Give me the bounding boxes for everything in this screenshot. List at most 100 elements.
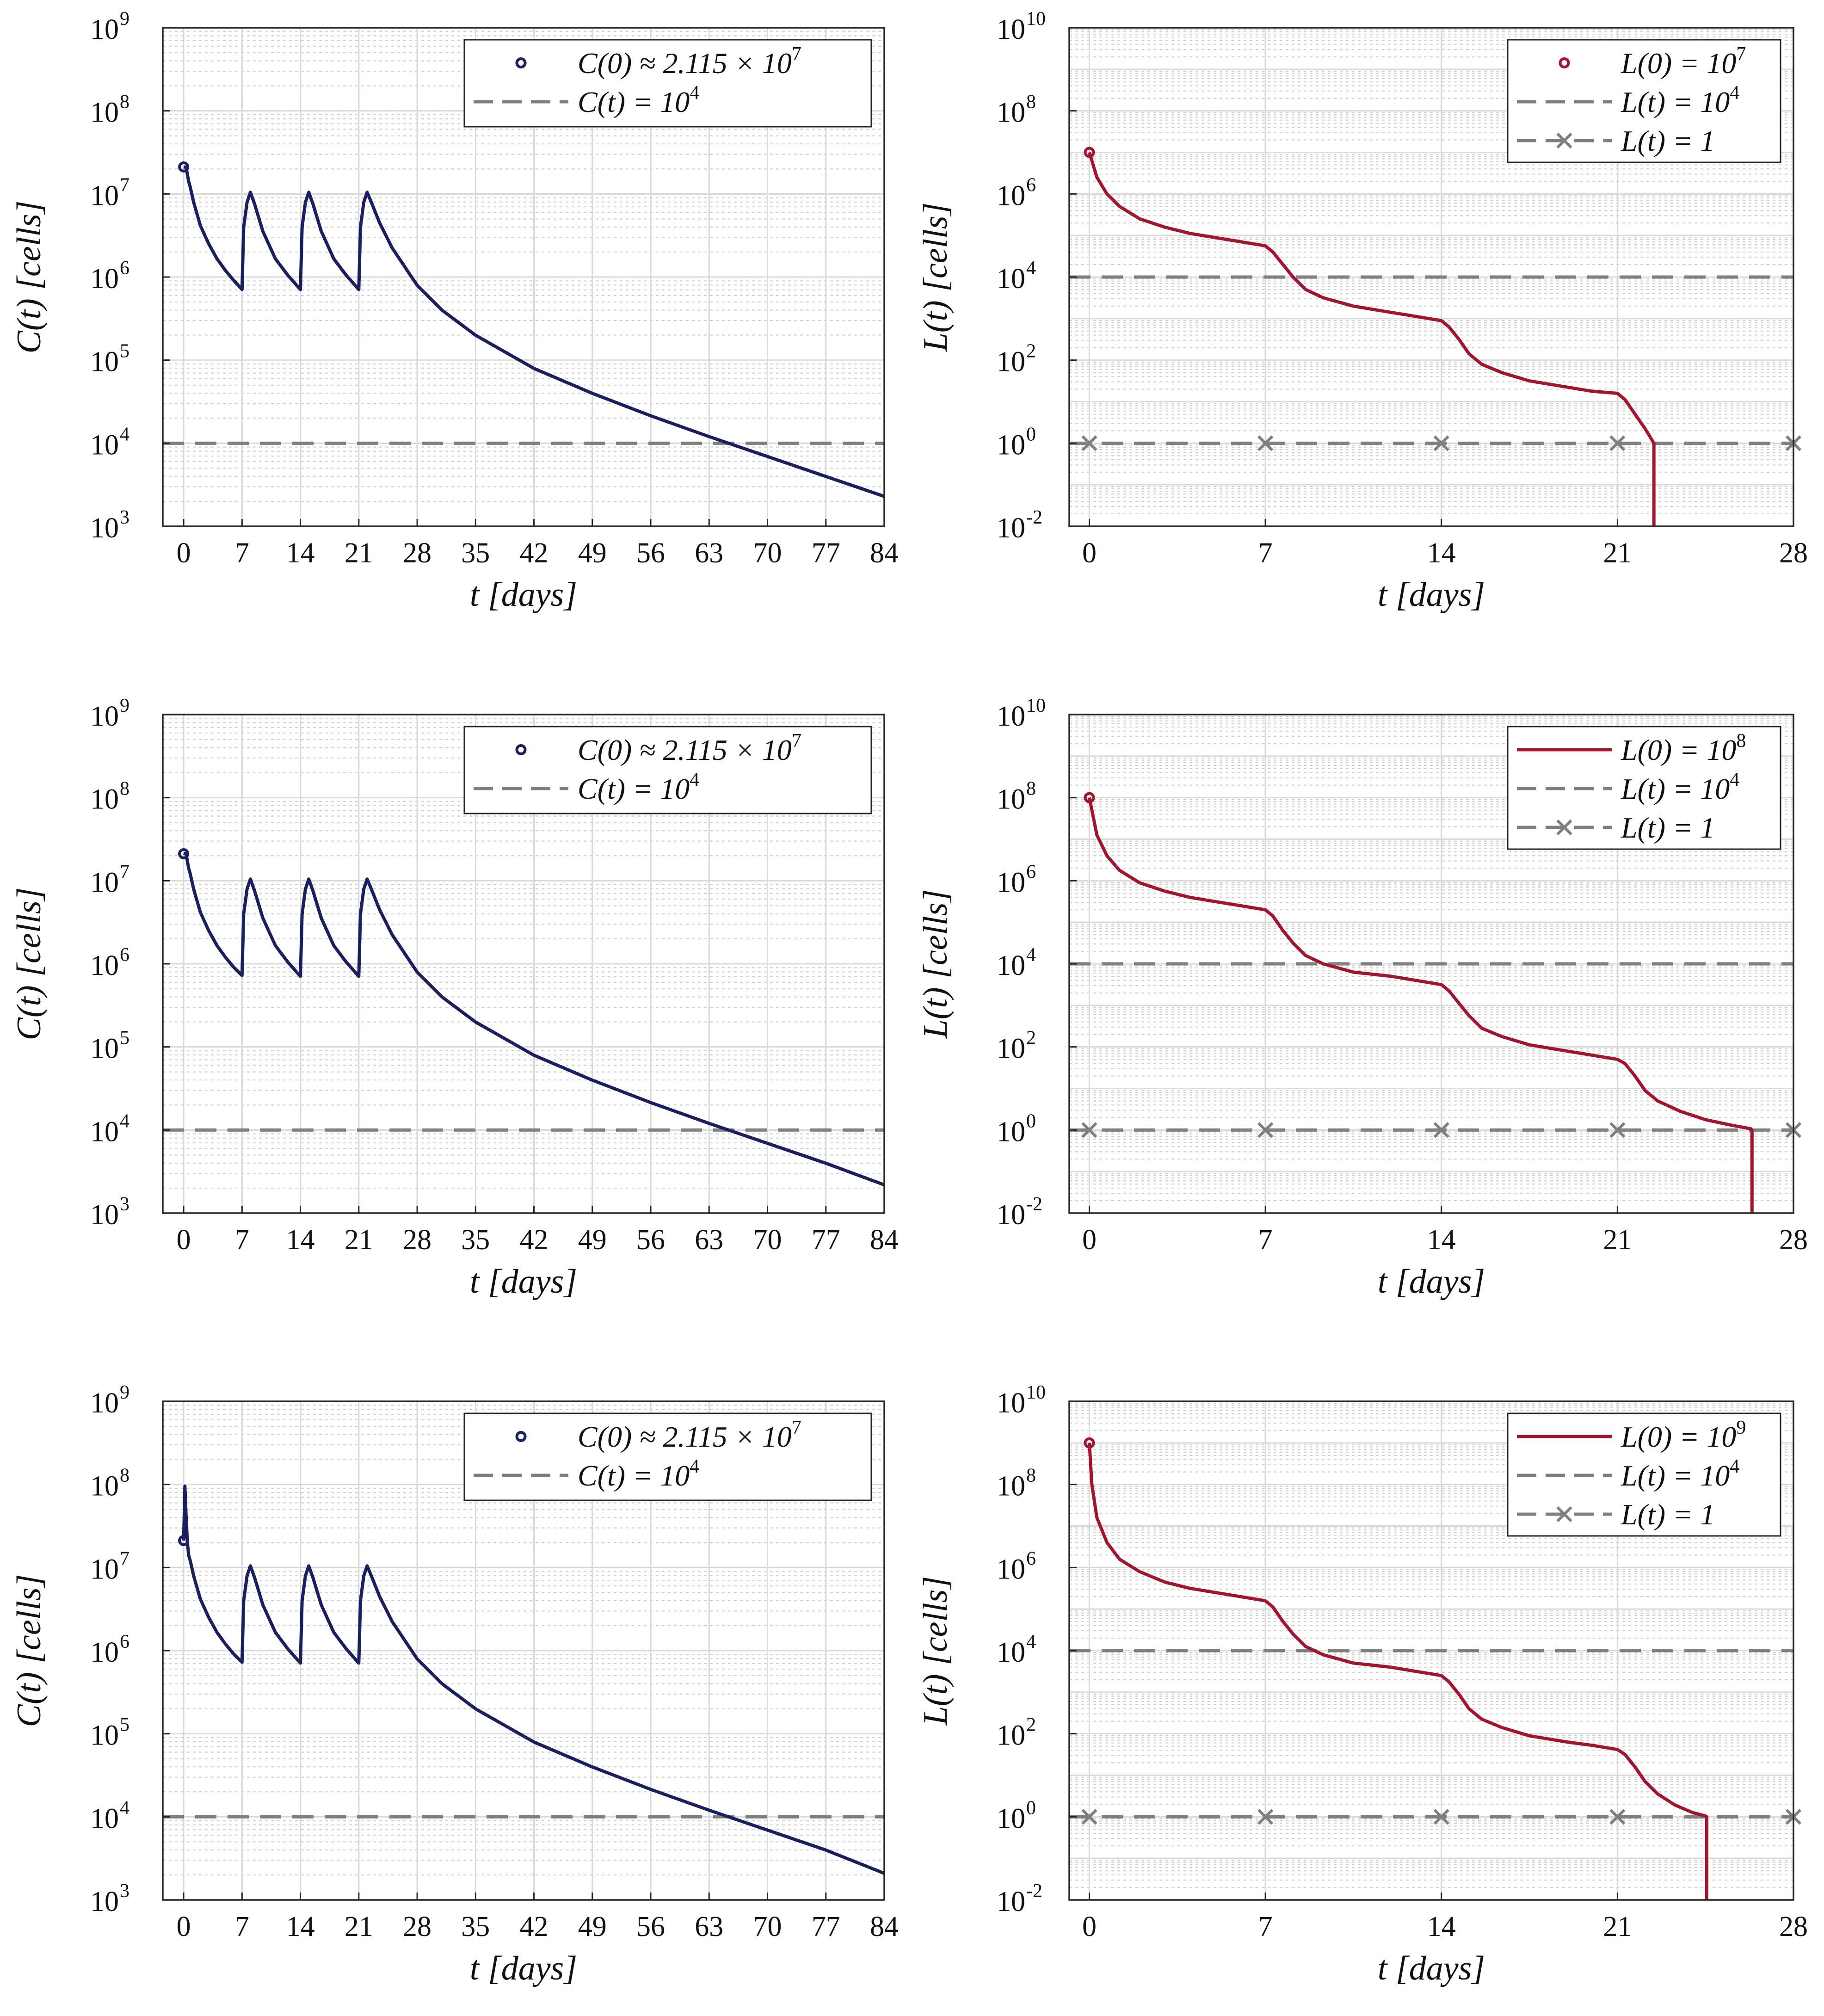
y-tick-exponent: 3 (120, 1880, 129, 1902)
legend-item: C(0) ≈ 2.115 × 107 (515, 43, 801, 80)
y-tick-label: 10 (90, 701, 119, 732)
x-tick-label: 0 (177, 1224, 191, 1256)
legend-exponent: 7 (792, 43, 801, 65)
y-tick-exponent: 4 (1026, 258, 1036, 279)
legend-text: C(0) ≈ 2.115 × 10 (578, 47, 792, 80)
legend-text: L(t) = 1 (1621, 1498, 1715, 1531)
legend-text: L(t) = 1 (1621, 124, 1715, 157)
y-tick-label: 10 (90, 1803, 119, 1834)
y-tick-exponent: 8 (120, 778, 129, 800)
x-axis-unit: [days] (488, 576, 577, 614)
x-tick-label: 77 (812, 1911, 840, 1942)
legend-label: C(0) ≈ 2.115 × 107 (578, 730, 801, 766)
y-tick-exponent: 3 (120, 507, 129, 528)
legend-item: C(t) = 104 (474, 1456, 699, 1492)
y-tick-label: 10 (997, 97, 1025, 129)
y-tick-exponent: 6 (120, 258, 129, 279)
initial-value-marker (178, 161, 190, 173)
x-axis-label: t [days] (470, 576, 577, 614)
y-tick-label: 10 (997, 346, 1025, 378)
legend-label: L(t) = 1 (1621, 124, 1715, 157)
legend-x-marker (1556, 132, 1572, 149)
legend-text: L(0) = 10 (1621, 47, 1736, 80)
y-tick-label: 10 (90, 429, 119, 461)
legend-item: C(0) ≈ 2.115 × 107 (515, 730, 801, 766)
legend-label: C(t) = 104 (578, 82, 699, 118)
unity-marker (1433, 1122, 1449, 1138)
legend-exponent: 4 (690, 1456, 699, 1477)
y-tick-label: 10 (90, 1387, 119, 1419)
legend-box (463, 1412, 872, 1501)
initial-value-marker (1084, 1437, 1095, 1449)
series-line (1088, 797, 1754, 1213)
x-tick-label: 7 (235, 1224, 249, 1256)
initial-value-marker (1084, 147, 1095, 158)
y-tick-label: 10 (997, 1199, 1025, 1231)
y-tick-exponent: 4 (120, 424, 129, 445)
y-tick-label: 10 (90, 97, 119, 129)
legend-item: L(t) = 104 (1517, 1456, 1739, 1492)
series-line (183, 851, 885, 1187)
x-axis-label: t [days] (470, 1949, 577, 1987)
x-axis-unit: [days] (488, 1949, 577, 1987)
x-tick-label: 7 (1258, 537, 1273, 569)
x-tick-label: 70 (753, 1911, 782, 1942)
x-tick-label: 35 (461, 1911, 490, 1942)
legend-item: L(t) = 104 (1517, 82, 1739, 118)
x-tick-label: 77 (812, 537, 840, 569)
x-tick-label: 14 (286, 537, 315, 569)
unity-marker (1609, 1122, 1626, 1138)
legend-item: L(0) = 109 (1517, 1417, 1746, 1453)
y-tick-label: 10 (90, 950, 119, 981)
unity-marker (1433, 1809, 1449, 1825)
unity-marker (1081, 1809, 1097, 1825)
x-tick-label: 56 (636, 537, 665, 569)
y-tick-label: 10 (997, 950, 1025, 981)
y-tick-exponent: 8 (1026, 1465, 1036, 1486)
x-tick-label: 28 (403, 537, 431, 569)
y-tick-label: 10 (90, 1720, 119, 1751)
y-tick-exponent: 7 (120, 174, 129, 196)
legend-x-marker (1556, 1506, 1572, 1523)
x-axis-label: t [days] (1378, 1949, 1485, 1987)
legend-label: L(t) = 104 (1621, 82, 1739, 118)
y-tick-label: 10 (90, 346, 119, 378)
legend-box (463, 726, 872, 814)
y-tick-exponent: 5 (120, 1714, 129, 1736)
x-tick-label: 56 (636, 1911, 665, 1942)
legend-exponent: 7 (792, 1417, 801, 1438)
x-tick-label: 28 (403, 1224, 431, 1256)
x-tick-label: 28 (403, 1911, 431, 1942)
series-line (1088, 152, 1656, 526)
x-tick-label: 14 (1427, 537, 1456, 569)
legend-item: L(t) = 104 (1517, 769, 1739, 805)
initial-value-marker (178, 1535, 190, 1546)
x-axis-unit: [days] (1396, 1263, 1485, 1301)
x-tick-label: 42 (520, 1224, 548, 1256)
legend-item: L(t) = 1 (1517, 1498, 1715, 1531)
y-tick-label: 10 (90, 1554, 119, 1585)
y-tick-label: 10 (90, 1116, 119, 1147)
legend-marker (515, 744, 527, 755)
y-tick-label: 10 (997, 14, 1025, 45)
x-tick-label: 84 (870, 1224, 899, 1256)
legend-exponent: 4 (1730, 82, 1739, 104)
y-tick-label: 10 (997, 1554, 1025, 1585)
y-tick-exponent: 4 (1026, 944, 1036, 966)
legend-label: C(t) = 104 (578, 769, 699, 805)
y-tick-label: 10 (90, 1033, 119, 1065)
y-tick-exponent: 5 (120, 341, 129, 362)
y-axis-var: L(t) (917, 1674, 955, 1726)
y-tick-label: 10 (90, 1471, 119, 1502)
y-tick-label: 10 (90, 180, 119, 211)
x-axis-var: t (470, 576, 481, 614)
legend-exponent: 9 (1736, 1417, 1746, 1438)
y-tick-exponent: 9 (120, 695, 129, 716)
y-axis-var: L(t) (917, 300, 955, 352)
unity-marker (1257, 1809, 1274, 1825)
